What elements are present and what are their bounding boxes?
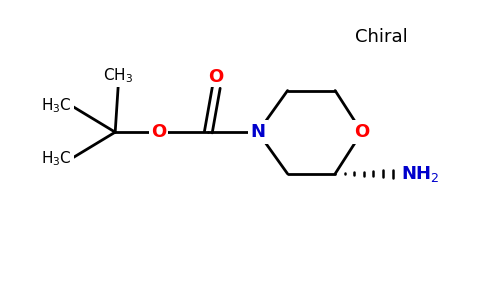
Text: H$_3$C: H$_3$C — [42, 150, 72, 168]
Text: Chiral: Chiral — [355, 28, 408, 46]
Text: NH$_2$: NH$_2$ — [401, 164, 439, 184]
Text: O: O — [209, 68, 224, 86]
Text: N: N — [250, 123, 265, 141]
Text: O: O — [151, 123, 166, 141]
Text: H$_3$C: H$_3$C — [42, 96, 72, 115]
Text: O: O — [354, 123, 369, 141]
Text: CH$_3$: CH$_3$ — [103, 66, 133, 85]
